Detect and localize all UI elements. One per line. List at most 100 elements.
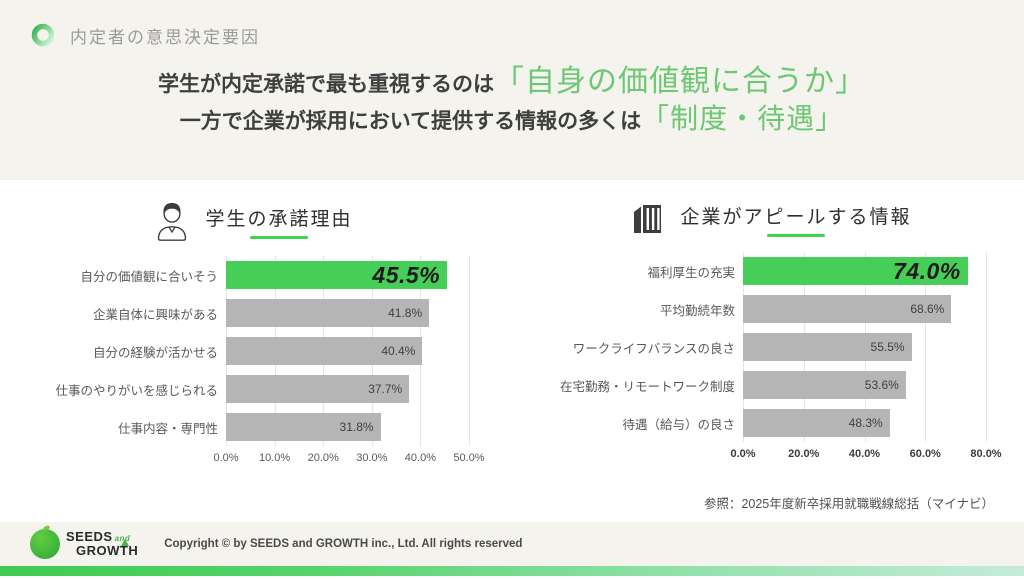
axis-tick: 0.0%: [730, 448, 756, 460]
content-area: 学生の承諾理由 自分の価値観に合いそう: [0, 180, 1024, 522]
logo-growth: GROWTH: [76, 543, 139, 558]
bar-track: 74.0%: [743, 257, 986, 285]
axis-tick: 30.0%: [356, 452, 388, 464]
green-underline: [249, 235, 308, 239]
category-label: ワークライフバランスの良さ: [572, 341, 735, 356]
chart-row: 福利厚生の充実 74.0%: [555, 252, 986, 290]
building-icon: [634, 205, 662, 233]
x-axis: 0.0% 10.0% 20.0% 30.0% 40.0% 50.0%: [213, 452, 484, 474]
headline-1-highlight: 「自身の価値観に合うか」: [494, 65, 866, 98]
top-band: 内定者の意思決定要因 学生が内定承諾で最も重視するのは 「自身の価値観に合うか」…: [0, 0, 1024, 180]
axis-tick: 10.0%: [258, 452, 291, 464]
axis-tick: 40.0%: [848, 448, 881, 460]
bar-value: 48.3%: [848, 416, 883, 430]
axis-tick: 0.0%: [213, 452, 239, 464]
bar-track: 41.8%: [226, 299, 469, 327]
axis-tick: 40.0%: [404, 452, 436, 464]
axis-tick: 80.0%: [970, 448, 1002, 460]
bar-highlight: 45.5%: [226, 261, 448, 289]
students-chart-header: 学生の承諾理由: [38, 200, 469, 242]
category-label: 在宅勤務・リモートワーク制度: [559, 379, 735, 394]
students-chart-panel: 学生の承諾理由 自分の価値観に合いそう: [38, 200, 485, 474]
bar-track: 37.7%: [226, 375, 469, 403]
bar-value: 41.8%: [388, 306, 423, 320]
chart-row: 仕事内容・専門性 31.8%: [38, 408, 469, 446]
bar-track: 53.6%: [743, 371, 986, 399]
bar-track: 68.6%: [743, 295, 986, 323]
bar-value: 74.0%: [893, 257, 961, 284]
category-label: 自分の経験が活かせる: [92, 345, 218, 360]
headline-2-text: 一方で企業が採用において提供する情報の多くは: [179, 110, 642, 133]
bar: 31.8%: [226, 413, 381, 441]
category-label: 仕事のやりがいを感じられる: [55, 383, 218, 398]
bar-track: 55.5%: [743, 333, 986, 361]
headline-1-text: 学生が内定承諾で最も重視するのは: [158, 73, 494, 96]
bar: 48.3%: [743, 409, 890, 437]
chart-row: 企業自体に興味がある 41.8%: [38, 294, 469, 332]
axis-tick: 20.0%: [307, 452, 339, 464]
students-chart-title: 学生の承諾理由: [205, 208, 353, 230]
headline: 学生が内定承諾で最も重視するのは 「自身の価値観に合うか」 一方で企業が採用にお…: [30, 62, 1024, 137]
axis-tick: 20.0%: [788, 448, 820, 460]
companies-chart-header: 企業がアピールする情報: [555, 200, 986, 238]
bar: 55.5%: [743, 333, 912, 361]
chart-row: 待遇（給与）の良さ 48.3%: [555, 404, 986, 442]
bar: 53.6%: [743, 371, 906, 399]
bar-value: 40.4%: [381, 344, 416, 358]
bar: 37.7%: [226, 375, 410, 403]
category-label: 待遇（給与）の良さ: [622, 417, 735, 432]
chart-panels: 学生の承諾理由 自分の価値観に合いそう: [38, 200, 1002, 474]
bar-track: 45.5%: [226, 261, 469, 289]
bar-track: 48.3%: [743, 409, 986, 437]
chart-row: 仕事のやりがいを感じられる 37.7%: [38, 370, 469, 408]
logo-seeds: SEEDS: [66, 529, 113, 545]
bar-value: 31.8%: [339, 420, 374, 434]
logo-text: SEEDS and GROWTH: [66, 530, 138, 557]
tree-icon: [121, 539, 130, 546]
bar-track: 40.4%: [226, 337, 469, 365]
students-chart: 自分の価値観に合いそう 45.5% 企業自体に興味がある 41.8% 自分の経験…: [38, 256, 470, 446]
companies-chart: 福利厚生の充実 74.0% 平均勤続年数 68.6% ワークライフバランスの良さ: [555, 252, 987, 442]
logo-and: and: [114, 534, 131, 544]
bar: 68.6%: [743, 295, 952, 323]
chart-row: ワークライフバランスの良さ 55.5%: [555, 328, 986, 366]
companies-chart-title-block: 企業がアピールする情報: [680, 202, 911, 237]
slide-title: 内定者の意思決定要因: [70, 27, 260, 47]
category-label: 福利厚生の充実: [647, 265, 735, 280]
green-underline: [766, 233, 825, 237]
logo-seed-icon: [30, 529, 60, 559]
category-label: 平均勤続年数: [659, 303, 735, 318]
bar: 40.4%: [226, 337, 423, 365]
category-label: 仕事内容・専門性: [117, 421, 218, 436]
category-label: 自分の価値観に合いそう: [80, 269, 218, 284]
chart-row: 自分の価値観に合いそう 45.5%: [38, 256, 469, 294]
bar-value: 68.6%: [910, 302, 945, 316]
companies-chart-title: 企業がアピールする情報: [680, 206, 912, 228]
footer: SEEDS and GROWTH Copyright © by SEEDS an…: [0, 522, 1024, 566]
companies-chart-panel: 企業がアピールする情報 福利厚生の充実 7: [555, 200, 1002, 474]
bar-highlight: 74.0%: [743, 257, 968, 285]
bottom-accent-bar: [0, 566, 1024, 576]
students-chart-title-block: 学生の承諾理由: [205, 204, 352, 239]
chart-row: 在宅勤務・リモートワーク制度 53.6%: [555, 366, 986, 404]
bar-value: 37.7%: [368, 382, 403, 396]
company-logo: SEEDS and GROWTH: [30, 529, 138, 559]
bar: 41.8%: [226, 299, 430, 327]
headline-line-1: 学生が内定承諾で最も重視するのは 「自身の価値観に合うか」: [30, 62, 994, 101]
source-citation: 参照：2025年度新卒採用就職戦線総括（マイナビ）: [703, 497, 994, 511]
student-icon: [158, 203, 187, 241]
bar-value: 45.5%: [372, 261, 441, 288]
headline-2-highlight: 「制度・待遇」: [641, 103, 845, 134]
copyright-text: Copyright © by SEEDS and GROWTH inc., Lt…: [164, 538, 523, 550]
bar-value: 55.5%: [870, 340, 905, 354]
chart-row: 平均勤続年数 68.6%: [555, 290, 986, 328]
axis-tick: 50.0%: [453, 452, 485, 464]
chart-row: 自分の経験が活かせる 40.4%: [38, 332, 469, 370]
bar-track: 31.8%: [226, 413, 469, 441]
x-axis: 0.0% 20.0% 40.0% 60.0% 80.0%: [730, 448, 1001, 470]
headline-line-2: 一方で企業が採用において提供する情報の多くは 「制度・待遇」: [30, 101, 994, 137]
bar-value: 53.6%: [864, 378, 899, 392]
category-label: 企業自体に興味がある: [92, 307, 218, 322]
axis-tick: 60.0%: [909, 448, 941, 460]
